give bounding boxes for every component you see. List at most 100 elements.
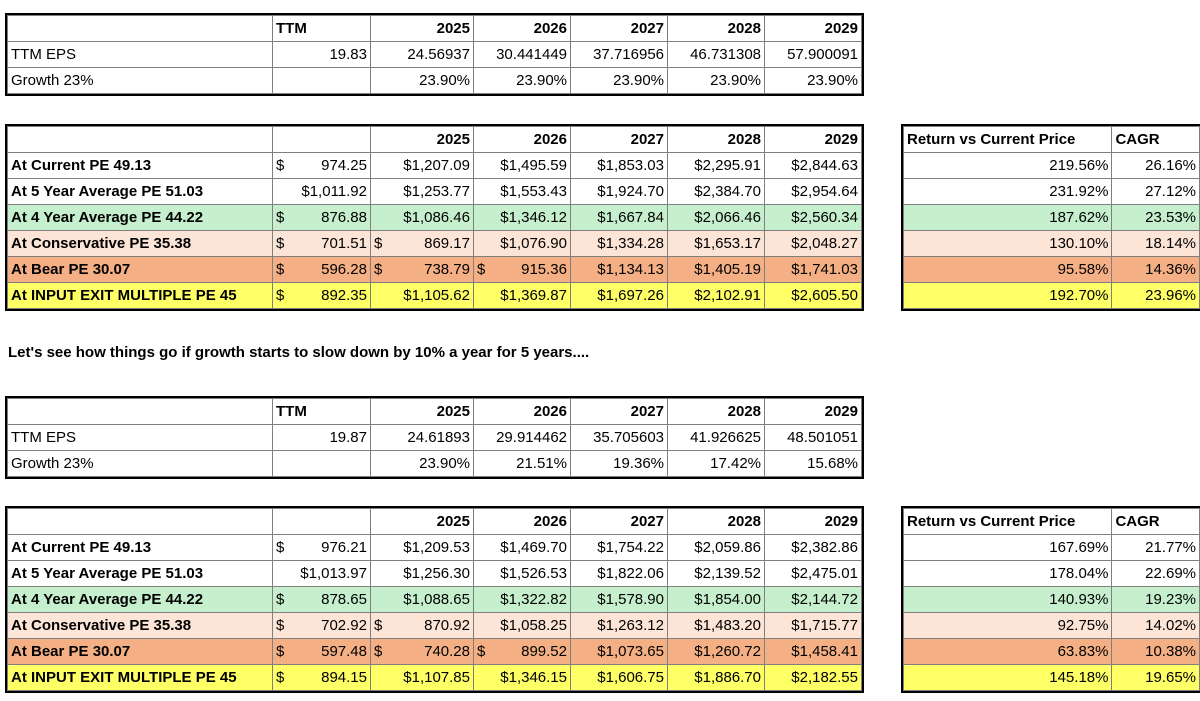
header-blank[interactable] [272,126,371,153]
header-blank[interactable] [7,398,273,425]
value-cell[interactable]: $2,605.50 [764,282,862,309]
value-cell[interactable]: $1,011.92 [272,178,371,205]
value-cell[interactable]: 19.83 [272,41,371,68]
value-cell[interactable]: $878.65 [272,586,371,613]
header-cell[interactable]: 2028 [667,508,765,535]
value-cell[interactable]: $1,013.97 [272,560,371,587]
value-cell[interactable]: 19.36% [570,450,668,477]
value-cell[interactable]: $2,560.34 [764,204,862,231]
header-cell[interactable]: 2026 [473,126,571,153]
value-cell[interactable]: $1,253.77 [370,178,474,205]
value-cell[interactable] [272,67,371,94]
header-cell[interactable]: 2025 [370,126,474,153]
value-cell[interactable]: $1,822.06 [570,560,668,587]
value-cell[interactable]: $1,405.19 [667,256,765,283]
value-cell[interactable]: $1,369.87 [473,282,571,309]
header-cell[interactable]: TTM [272,15,371,42]
value-cell[interactable]: $1,715.77 [764,612,862,639]
value-cell[interactable]: $1,606.75 [570,664,668,691]
header-blank[interactable] [272,508,371,535]
value-cell[interactable]: 46.731308 [667,41,765,68]
return-cell[interactable]: 63.83% [902,638,1113,665]
value-cell[interactable]: $1,134.13 [570,256,668,283]
cagr-cell[interactable]: 19.65% [1111,664,1200,691]
return-cell[interactable]: 178.04% [902,560,1113,587]
row-label[interactable]: TTM EPS [7,41,273,68]
value-cell[interactable]: $974.25 [272,152,371,179]
row-label[interactable]: At Current PE 49.13 [7,152,273,179]
value-cell[interactable]: $1,853.03 [570,152,668,179]
value-cell[interactable]: $1,924.70 [570,178,668,205]
row-label[interactable]: At 5 Year Average PE 51.03 [7,178,273,205]
row-label[interactable]: At Conservative PE 35.38 [7,612,273,639]
value-cell[interactable]: $915.36 [473,256,571,283]
return-cell[interactable]: 130.10% [902,230,1113,257]
value-cell[interactable]: 37.716956 [570,41,668,68]
return-cell[interactable]: 187.62% [902,204,1113,231]
value-cell[interactable]: $1,207.09 [370,152,474,179]
header-cell[interactable]: Return vs Current Price [902,126,1113,153]
header-blank[interactable] [7,15,273,42]
value-cell[interactable]: $1,697.26 [570,282,668,309]
value-cell[interactable]: $1,553.43 [473,178,571,205]
row-label[interactable]: At INPUT EXIT MULTIPLE PE 45 [7,282,273,309]
return-cell[interactable]: 167.69% [902,534,1113,561]
header-cell[interactable]: 2026 [473,508,571,535]
row-label[interactable]: At Bear PE 30.07 [7,638,273,665]
value-cell[interactable]: $2,382.86 [764,534,862,561]
row-label[interactable]: At 4 Year Average PE 44.22 [7,586,273,613]
value-cell[interactable]: $1,260.72 [667,638,765,665]
value-cell[interactable]: $2,139.52 [667,560,765,587]
header-cell[interactable]: 2029 [764,508,862,535]
header-cell[interactable]: 2028 [667,126,765,153]
header-cell[interactable]: 2027 [570,398,668,425]
value-cell[interactable]: 48.501051 [764,424,862,451]
value-cell[interactable]: $1,086.46 [370,204,474,231]
value-cell[interactable]: 23.90% [473,67,571,94]
value-cell[interactable]: $1,469.70 [473,534,571,561]
row-label[interactable]: At Conservative PE 35.38 [7,230,273,257]
value-cell[interactable]: $1,346.12 [473,204,571,231]
value-cell[interactable]: $1,854.00 [667,586,765,613]
value-cell[interactable]: $976.21 [272,534,371,561]
header-cell[interactable]: 2025 [370,508,474,535]
return-cell[interactable]: 95.58% [902,256,1113,283]
row-label[interactable]: At INPUT EXIT MULTIPLE PE 45 [7,664,273,691]
value-cell[interactable]: $738.79 [370,256,474,283]
header-cell[interactable]: 2029 [764,15,862,42]
value-cell[interactable]: $1,256.30 [370,560,474,587]
value-cell[interactable]: 57.900091 [764,41,862,68]
header-cell[interactable]: 2027 [570,508,668,535]
header-blank[interactable] [7,508,273,535]
value-cell[interactable]: $1,495.59 [473,152,571,179]
row-label[interactable]: At 4 Year Average PE 44.22 [7,204,273,231]
value-cell[interactable]: $1,209.53 [370,534,474,561]
value-cell[interactable]: 41.926625 [667,424,765,451]
value-cell[interactable]: $1,754.22 [570,534,668,561]
value-cell[interactable]: 24.56937 [370,41,474,68]
row-label[interactable]: At 5 Year Average PE 51.03 [7,560,273,587]
value-cell[interactable]: $2,144.72 [764,586,862,613]
value-cell[interactable]: $1,667.84 [570,204,668,231]
value-cell[interactable]: $1,741.03 [764,256,862,283]
value-cell[interactable]: 17.42% [667,450,765,477]
value-cell[interactable]: $1,526.53 [473,560,571,587]
value-cell[interactable]: $1,073.65 [570,638,668,665]
value-cell[interactable]: $1,334.28 [570,230,668,257]
cagr-cell[interactable]: 23.96% [1111,282,1200,309]
return-cell[interactable]: 192.70% [902,282,1113,309]
header-cell[interactable]: 2025 [370,398,474,425]
value-cell[interactable]: $1,076.90 [473,230,571,257]
cagr-cell[interactable]: 10.38% [1111,638,1200,665]
header-cell[interactable]: TTM [272,398,371,425]
header-cell[interactable]: 2026 [473,15,571,42]
value-cell[interactable]: $2,048.27 [764,230,862,257]
cagr-cell[interactable]: 21.77% [1111,534,1200,561]
header-cell[interactable]: 2026 [473,398,571,425]
value-cell[interactable]: $1,263.12 [570,612,668,639]
value-cell[interactable]: $876.88 [272,204,371,231]
value-cell[interactable]: $701.51 [272,230,371,257]
value-cell[interactable]: $2,066.46 [667,204,765,231]
value-cell[interactable] [272,450,371,477]
value-cell[interactable]: $2,295.91 [667,152,765,179]
